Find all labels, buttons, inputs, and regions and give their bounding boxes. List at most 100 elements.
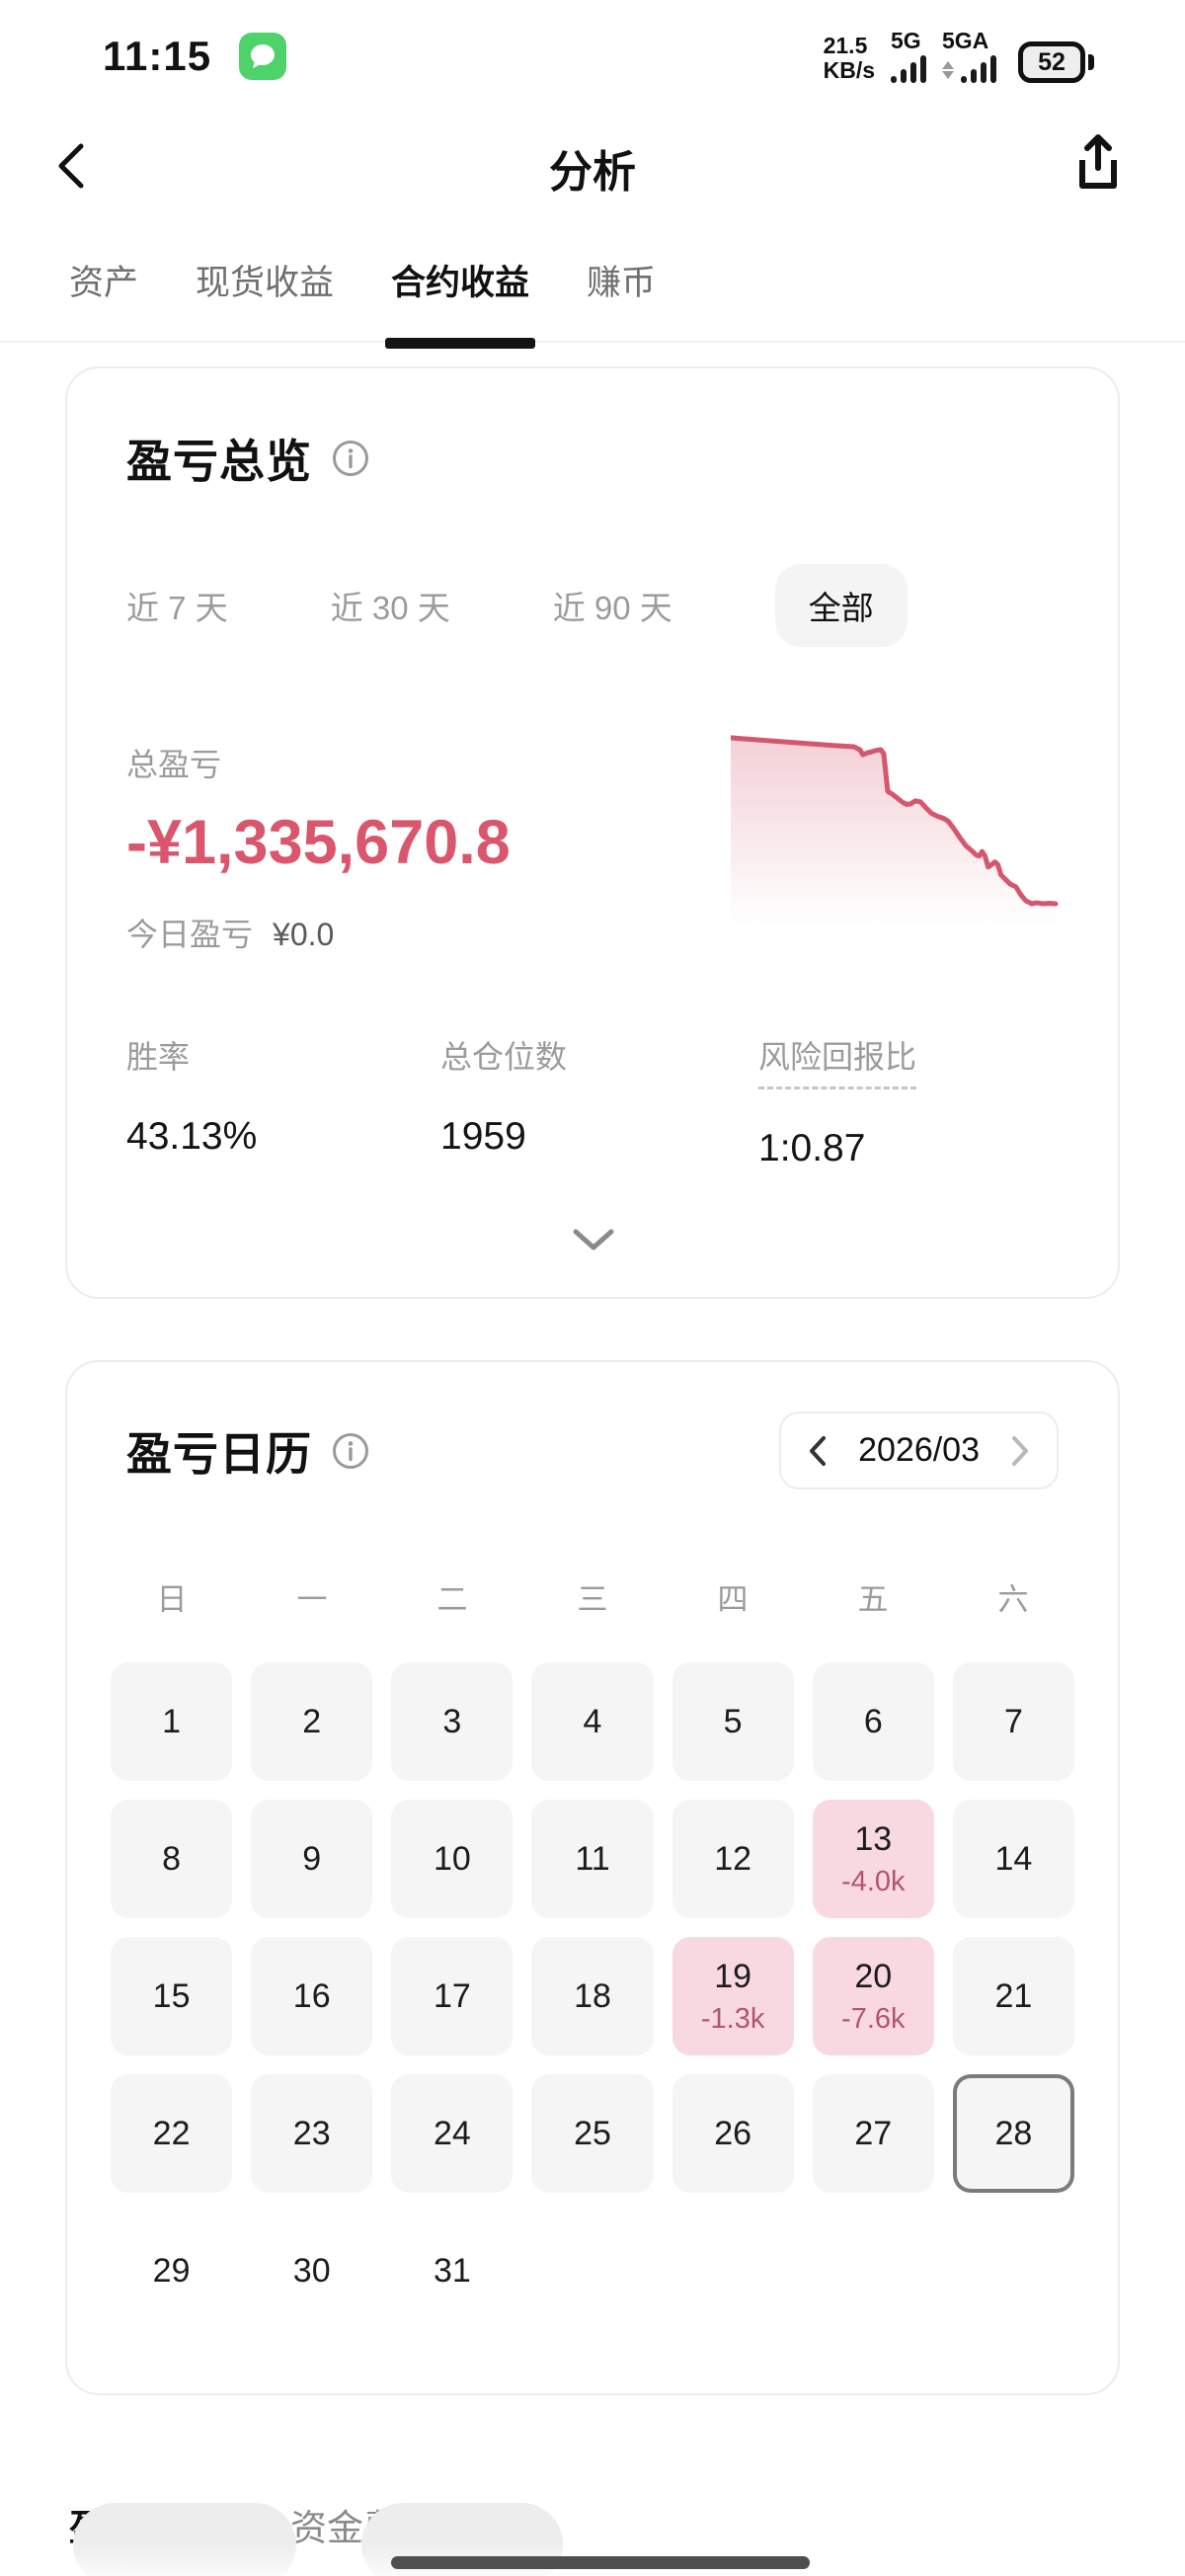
- total-pnl-label: 总盈亏: [126, 747, 222, 782]
- day-number: 19: [714, 1957, 752, 1995]
- calendar-day-25[interactable]: 25: [531, 2074, 654, 2193]
- calendar-day-14[interactable]: 14: [952, 1800, 1074, 1918]
- signal-bars-icon: [942, 55, 996, 83]
- calendar-day-15[interactable]: 15: [111, 1937, 233, 2055]
- calendar-day-24[interactable]: 24: [391, 2074, 514, 2193]
- calendar-day-27[interactable]: 27: [812, 2074, 934, 2193]
- day-number: 7: [1003, 1702, 1023, 1740]
- calendar-day-19[interactable]: 19 -1.3k: [672, 1937, 794, 2055]
- calendar-day-9[interactable]: 9: [251, 1800, 373, 1918]
- calendar-day-17[interactable]: 17: [391, 1937, 514, 2055]
- calendar-day-21[interactable]: 21: [952, 1937, 1074, 2055]
- calendar-day-12[interactable]: 12: [672, 1800, 794, 1918]
- chevron-down-icon[interactable]: [572, 1228, 615, 1251]
- filter-近 7 天[interactable]: 近 7 天: [126, 590, 228, 626]
- filter-全部[interactable]: 全部: [774, 564, 908, 647]
- weekday-五: 五: [857, 1582, 889, 1617]
- filter-近 30 天[interactable]: 近 30 天: [330, 590, 450, 626]
- day-number: 4: [583, 1702, 602, 1740]
- month-label: 2026/03: [858, 1431, 980, 1469]
- messages-notification-icon: [239, 33, 287, 80]
- back-button[interactable]: [51, 134, 107, 198]
- info-icon[interactable]: [332, 440, 369, 477]
- calendar-day-20[interactable]: 20 -7.6k: [812, 1937, 934, 2055]
- day-number: 23: [292, 2114, 331, 2152]
- nav-tab-现货收益[interactable]: 现货收益: [196, 264, 335, 302]
- stat-label: 总仓位数: [440, 1039, 568, 1075]
- calendar-day-31: 31: [391, 2212, 513, 2330]
- calendar-day-2[interactable]: 2: [251, 1662, 373, 1781]
- calendar-day-11[interactable]: 11: [531, 1800, 654, 1918]
- stat-value: 43.13%: [126, 1115, 258, 1158]
- clock: 11:15: [103, 33, 212, 79]
- total-pnl-value: -¥1,335,670.8: [126, 808, 511, 877]
- nav-tab-合约收益[interactable]: 合约收益: [391, 255, 529, 305]
- calendar-grid: 1 2 3 4 5 6 7 8 9 10 11 12 13 -4.0k 14 15 16 17 18 19 -1.3k 2…: [111, 1662, 1074, 2330]
- stat-label[interactable]: 风险回报比: [758, 1032, 917, 1089]
- day-pnl-value: -7.6k: [841, 2002, 906, 2035]
- stats-row: 胜率 43.13% 总仓位数 1959 风险回报比 1:0.87: [126, 1032, 1061, 1170]
- day-number: 14: [994, 1839, 1033, 1878]
- header: 分析: [0, 122, 1185, 213]
- weekday-二: 二: [436, 1582, 468, 1617]
- calendar-day-5[interactable]: 5: [672, 1662, 794, 1781]
- calendar-day-6[interactable]: 6: [812, 1662, 934, 1781]
- calendar-day-10[interactable]: 10: [391, 1800, 514, 1918]
- day-number: 30: [292, 2251, 331, 2290]
- calendar-day-16[interactable]: 16: [251, 1937, 373, 2055]
- signal-secondary: 5GA: [942, 30, 996, 83]
- battery-icon: 52: [1018, 41, 1094, 83]
- skeleton-pill: [73, 2503, 296, 2576]
- day-number: 13: [854, 1819, 893, 1858]
- calendar-day-13[interactable]: 13 -4.0k: [812, 1800, 934, 1918]
- weekday-三: 三: [577, 1582, 608, 1617]
- day-number: 26: [714, 2114, 752, 2152]
- calendar-day-4[interactable]: 4: [531, 1662, 654, 1781]
- day-pnl-value: -4.0k: [841, 1865, 906, 1897]
- calendar-day-22[interactable]: 22: [111, 2074, 233, 2193]
- signal-primary: 5G: [891, 30, 926, 83]
- stat-label: 胜率: [126, 1039, 191, 1075]
- calendar-day-8[interactable]: 8: [111, 1800, 233, 1918]
- stat-value: 1959: [440, 1115, 526, 1158]
- day-number: 24: [433, 2114, 471, 2152]
- day-number: 29: [152, 2251, 191, 2290]
- calendar-day-23[interactable]: 23: [251, 2074, 373, 2193]
- calendar-day-30: 30: [251, 2212, 372, 2330]
- day-number: 1: [162, 1702, 182, 1740]
- home-indicator[interactable]: [391, 2556, 810, 2569]
- pnl-overview-title: 盈亏总览: [126, 436, 312, 487]
- next-month-button[interactable]: [1009, 1434, 1031, 1468]
- day-number: 28: [994, 2114, 1033, 2152]
- prev-month-button[interactable]: [807, 1434, 829, 1468]
- weekday-六: 六: [997, 1582, 1029, 1617]
- filter-近 90 天[interactable]: 近 90 天: [552, 590, 672, 626]
- calendar-day-29: 29: [111, 2212, 232, 2330]
- day-number: 21: [994, 1976, 1033, 2015]
- pnl-overview-card: 盈亏总览 近 7 天 近 30 天 近 90 天 全部 总盈亏 -¥1,335,670…: [65, 366, 1120, 1299]
- pnl-sparkline-chart: [731, 732, 1059, 927]
- network-speed: 21.5 KB/s: [823, 33, 875, 84]
- share-button[interactable]: [1070, 128, 1128, 198]
- day-number: 6: [863, 1702, 883, 1740]
- calendar-day-7[interactable]: 7: [952, 1662, 1074, 1781]
- today-pnl-value: ¥0.0: [273, 917, 335, 952]
- info-icon[interactable]: [332, 1432, 369, 1470]
- calendar-day-18[interactable]: 18: [531, 1937, 654, 2055]
- nav-tab-资产[interactable]: 资产: [69, 264, 139, 302]
- pnl-calendar-title: 盈亏日历: [126, 1427, 312, 1480]
- data-updown-icon: [942, 61, 954, 79]
- weekday-header: 日一二三四五六: [111, 1574, 1074, 1619]
- day-number: 15: [152, 1976, 191, 2015]
- calendar-day-28[interactable]: 28: [952, 2074, 1074, 2193]
- battery-level: 52: [1038, 47, 1066, 76]
- day-number: 3: [442, 1702, 462, 1740]
- calendar-day-3[interactable]: 3: [391, 1662, 514, 1781]
- calendar-day-1[interactable]: 1: [111, 1662, 233, 1781]
- stat-胜率: 胜率 43.13%: [126, 1032, 440, 1170]
- weekday-日: 日: [156, 1582, 188, 1617]
- calendar-day-26[interactable]: 26: [672, 2074, 794, 2193]
- day-number: 9: [302, 1839, 322, 1878]
- nav-tab-赚币[interactable]: 赚币: [587, 264, 657, 302]
- stat-value: 1:0.87: [758, 1127, 866, 1169]
